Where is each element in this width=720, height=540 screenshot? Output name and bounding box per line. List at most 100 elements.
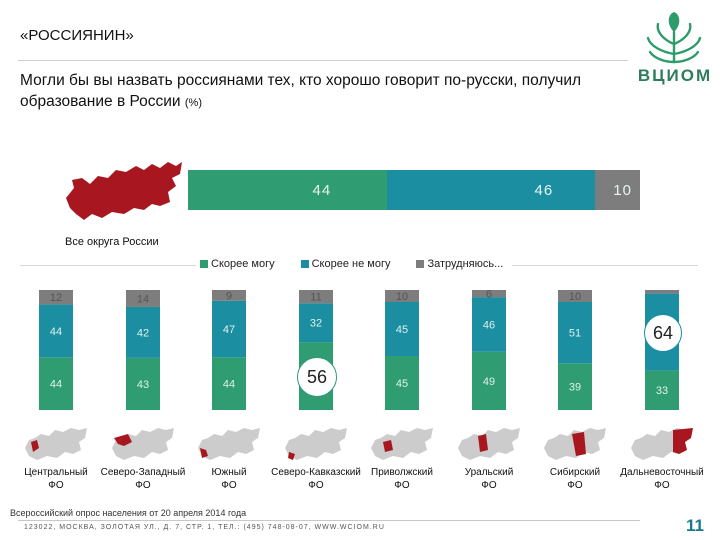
bar-label-cannot-3: 32	[310, 318, 322, 330]
district-label-line1-2: Южный	[211, 467, 247, 478]
bar-label-cannot-6: 51	[569, 328, 581, 340]
district-map-icon-4	[371, 428, 433, 460]
district-label-line2-2: ФО	[221, 480, 237, 491]
question-unit: (%)	[184, 97, 202, 109]
district-label-7: Дальневосточный ФО	[617, 466, 707, 492]
legend-label-cannot: Скорее не могу	[311, 258, 391, 270]
legend: Скорее могу Скорее не могу Затрудняюсь..…	[200, 258, 529, 270]
bar-cannot-4	[385, 302, 419, 356]
bar-label-can-7: 33	[656, 385, 668, 397]
district-label-line1-5: Уральский	[464, 467, 514, 478]
bar-label-unsure-0: 12	[50, 292, 62, 304]
bar-label-cannot-1: 42	[137, 327, 149, 339]
district-map-icon-5	[458, 428, 520, 460]
bar-label-can-1: 43	[137, 379, 149, 391]
district-label-4: Приволжский ФО	[357, 466, 447, 492]
district-label-5: Уральский ФО	[444, 466, 534, 492]
bar-label-cannot-5: 46	[483, 319, 495, 331]
district-label-6: Сибирский ФО	[530, 466, 620, 492]
district-label-line2-3: ФО	[308, 480, 324, 491]
bar-can-0	[39, 357, 73, 410]
legend-item-can: Скорее могу	[200, 258, 275, 270]
title-divider	[18, 60, 628, 61]
legend-item-unsure: Затрудняюсь...	[416, 258, 503, 270]
bar-unsure-2	[212, 290, 246, 301]
overall-seg-cannot: 46	[386, 170, 595, 210]
highlight-bubble-7: 64	[644, 314, 682, 352]
district-label-3: Северо-Кавказский ФО	[271, 466, 361, 492]
bar-label-can-0: 44	[50, 379, 62, 391]
bar-label-cannot-2: 47	[223, 324, 235, 336]
district-map-icon-3	[285, 428, 347, 460]
russia-map-all-icon	[66, 162, 182, 220]
bar-label-unsure-6: 10	[569, 291, 581, 303]
bar-label-unsure-2: 9	[226, 290, 232, 302]
bar-cannot-5	[472, 297, 506, 352]
district-label-line1-6: Сибирский	[549, 467, 601, 478]
bar-cannot-6	[558, 302, 592, 364]
overall-seg-can-label: 44	[312, 182, 332, 199]
district-label-line2-5: ФО	[481, 480, 497, 491]
legend-swatch-gray	[416, 260, 425, 268]
question-body: Могли бы вы назвать россиянами тех, кто …	[20, 72, 582, 110]
district-label-1: Северо-Западный ФО	[98, 466, 188, 492]
logo-text: ВЦИОМ	[637, 66, 713, 85]
bar-label-cannot-0: 44	[50, 326, 62, 338]
page-number: 11	[686, 516, 704, 535]
slide-title: «РОССИЯНИН»	[20, 27, 134, 44]
bar-can-2	[212, 357, 246, 410]
district-label-line1-4: Приволжский	[371, 467, 433, 478]
district-label-line2-6: ФО	[567, 480, 583, 491]
legend-item-cannot: Скорее не могу	[300, 258, 391, 270]
overall-seg-cannot-label: 46	[534, 182, 554, 199]
bar-cannot-1	[126, 306, 160, 358]
district-label-line1-1: Северо-Западный	[100, 467, 186, 478]
overall-seg-unsure-label: 10	[613, 182, 632, 199]
legend-swatch-green	[200, 260, 208, 268]
bar-can-7	[645, 370, 679, 410]
bar-label-can-6: 39	[569, 382, 581, 394]
overall-label: Все округа России	[65, 236, 159, 248]
bar-unsure-5	[472, 290, 506, 298]
district-label-line2-0: ФО	[48, 480, 64, 491]
district-map-icon-6	[544, 428, 606, 460]
bar-label-unsure-4: 10	[396, 291, 408, 303]
district-map-icon-7	[631, 428, 693, 460]
district-map-icon-2	[198, 428, 260, 460]
district-label-line1-3: Северо-Кавказский	[271, 467, 361, 478]
wciom-logo-icon	[646, 12, 702, 64]
bar-can-6	[558, 363, 592, 410]
overall-seg-can: 44	[188, 170, 387, 210]
bar-unsure-7	[645, 290, 679, 294]
question-text: Могли бы вы назвать россиянами тех, кто …	[20, 70, 640, 114]
overall-seg-unsure: 10	[594, 170, 640, 210]
survey-footnote: Всероссийский опрос населения от 20 апре…	[10, 508, 247, 518]
bar-cannot-0	[39, 304, 73, 358]
bar-unsure-4	[385, 290, 419, 302]
bar-unsure-1	[126, 290, 160, 307]
legend-rule-left	[20, 265, 196, 266]
legend-swatch-teal	[300, 260, 309, 268]
bar-unsure-6	[558, 290, 592, 302]
bar-can-4	[385, 356, 419, 410]
legend-rule-right	[512, 265, 698, 266]
bar-label-can-2: 44	[223, 379, 235, 391]
district-label-line1-7: Дальневосточный	[620, 467, 704, 478]
bar-cannot-3	[299, 303, 333, 343]
district-map-icon-1	[112, 428, 174, 460]
district-label-line2-4: ФО	[394, 480, 410, 491]
district-map-icon-0	[25, 428, 87, 460]
district-label-0: Центральный ФО	[11, 466, 101, 492]
bar-unsure-3	[299, 290, 333, 304]
district-label-line1-0: Центральный	[24, 467, 88, 478]
highlight-bubble-3: 56	[297, 357, 337, 398]
bar-unsure-0	[39, 290, 73, 305]
bar-label-unsure-3: 11	[310, 292, 321, 304]
overall-stacked-bar: 44 46 10	[188, 170, 640, 210]
bar-label-unsure-1: 14	[137, 293, 149, 305]
district-column-chart: 44 44 12 43 42 14 44 47 9 32 11 45 45 10 49 46 6 39 51 10 33	[39, 290, 679, 410]
bar-label-can-4: 45	[396, 378, 408, 390]
bar-label-cannot-4: 45	[396, 324, 408, 336]
bar-label-unsure-5: 6	[486, 290, 492, 301]
legend-label-can: Скорее могу	[211, 258, 275, 270]
